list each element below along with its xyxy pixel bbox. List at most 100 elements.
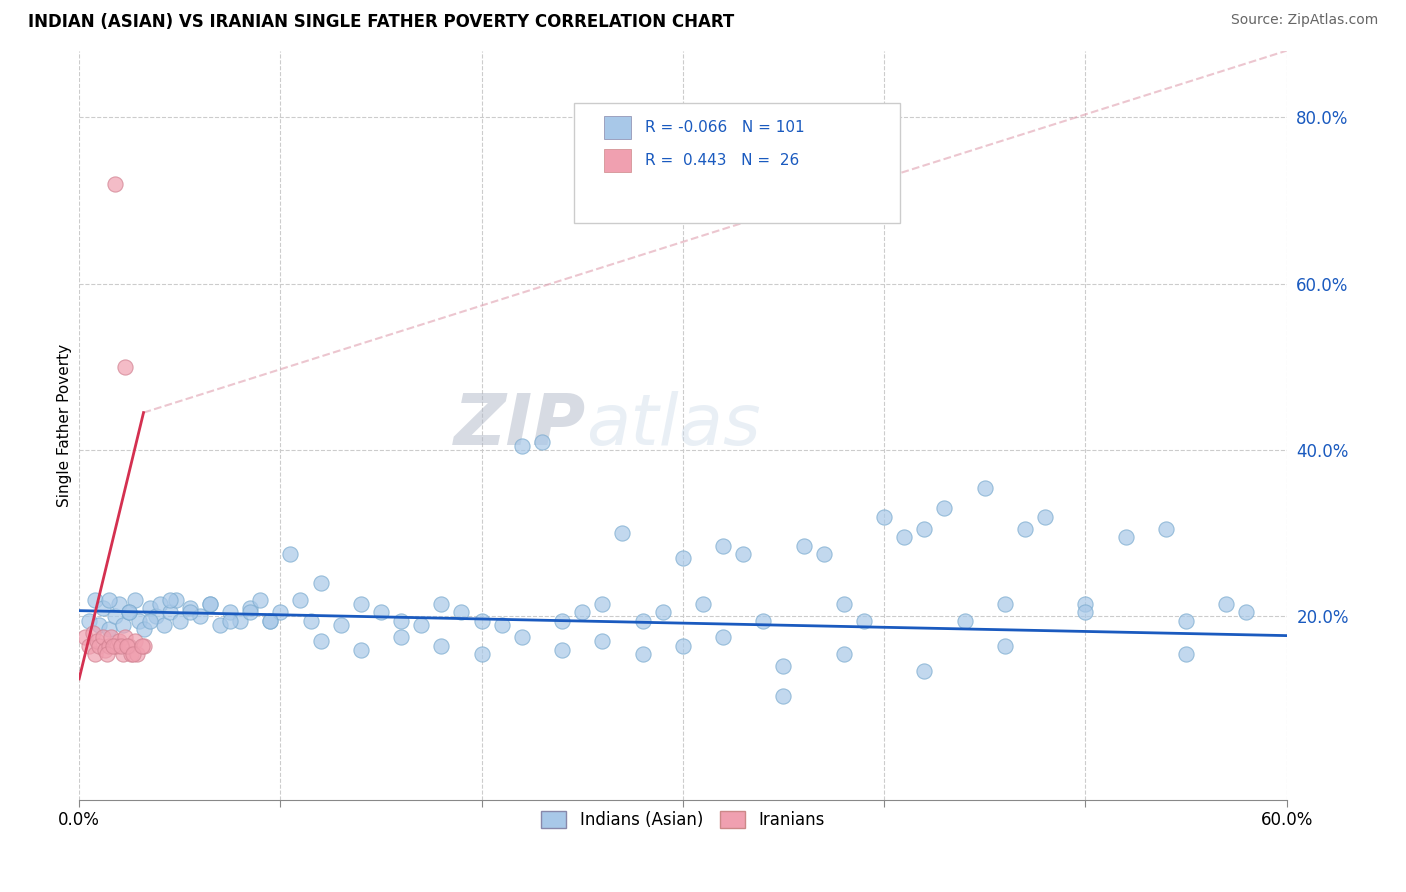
Point <box>104 609 127 624</box>
Text: R = -0.066   N = 101: R = -0.066 N = 101 <box>645 120 806 135</box>
Point <box>350 597 373 611</box>
Point <box>450 605 472 619</box>
Point <box>389 614 412 628</box>
Point <box>84 592 107 607</box>
Text: Source: ZipAtlas.com: Source: ZipAtlas.com <box>1230 13 1378 28</box>
Point <box>198 597 221 611</box>
Point <box>350 642 373 657</box>
Point <box>912 664 935 678</box>
Point <box>110 639 132 653</box>
Point <box>772 689 794 703</box>
Point <box>145 609 167 624</box>
Point <box>108 597 131 611</box>
Point <box>118 605 141 619</box>
Point <box>612 526 634 541</box>
Point <box>120 647 142 661</box>
Point <box>149 597 172 611</box>
Point <box>692 597 714 611</box>
Text: R =  0.443   N =  26: R = 0.443 N = 26 <box>645 153 800 168</box>
Text: INDIAN (ASIAN) VS IRANIAN SINGLE FATHER POVERTY CORRELATION CHART: INDIAN (ASIAN) VS IRANIAN SINGLE FATHER … <box>28 13 734 31</box>
Point <box>98 622 121 636</box>
Point <box>510 439 533 453</box>
Point <box>1014 522 1036 536</box>
Point <box>309 576 332 591</box>
Point <box>132 639 155 653</box>
Point <box>591 634 613 648</box>
Point <box>84 647 107 661</box>
Point <box>114 630 136 644</box>
Point <box>138 601 160 615</box>
Point <box>994 639 1017 653</box>
Point <box>98 592 121 607</box>
Point <box>1074 597 1097 611</box>
Point <box>591 597 613 611</box>
Point <box>631 614 654 628</box>
Point <box>430 597 453 611</box>
Point <box>571 605 593 619</box>
Point <box>1175 614 1198 628</box>
Point <box>793 539 815 553</box>
Y-axis label: Single Father Poverty: Single Father Poverty <box>58 343 72 507</box>
Point <box>104 639 127 653</box>
Point <box>98 639 121 653</box>
Point <box>112 647 135 661</box>
Point <box>551 614 574 628</box>
Point <box>530 434 553 449</box>
Point <box>752 614 775 628</box>
Point <box>91 601 114 615</box>
Point <box>672 551 695 566</box>
Point <box>239 601 262 615</box>
Point <box>169 614 191 628</box>
Point <box>89 617 111 632</box>
Point <box>813 547 835 561</box>
Point <box>96 647 118 661</box>
Point <box>118 639 141 653</box>
Point <box>510 630 533 644</box>
Point <box>1154 522 1177 536</box>
Point <box>411 617 433 632</box>
Point <box>711 539 734 553</box>
Point <box>430 639 453 653</box>
Point <box>159 605 181 619</box>
Point <box>127 647 149 661</box>
Point <box>631 647 654 661</box>
Point <box>104 177 127 191</box>
Point <box>100 630 122 644</box>
Point <box>117 639 139 653</box>
Point <box>198 597 221 611</box>
Point <box>114 359 136 374</box>
Point <box>672 639 695 653</box>
Point <box>370 605 392 619</box>
Point <box>259 614 281 628</box>
FancyBboxPatch shape <box>605 116 631 139</box>
Point <box>1175 647 1198 661</box>
Point <box>239 605 262 619</box>
Point <box>105 639 128 653</box>
Point <box>165 592 187 607</box>
Point <box>1074 605 1097 619</box>
Point <box>132 622 155 636</box>
FancyBboxPatch shape <box>605 149 631 172</box>
Point <box>711 630 734 644</box>
Point <box>471 647 494 661</box>
Point <box>138 614 160 628</box>
Point <box>994 597 1017 611</box>
Text: ZIP: ZIP <box>454 391 586 459</box>
Point <box>1234 605 1257 619</box>
Point <box>309 634 332 648</box>
Point <box>152 617 174 632</box>
Point <box>249 592 271 607</box>
Point <box>832 597 855 611</box>
Point <box>219 614 242 628</box>
Point <box>329 617 352 632</box>
Point <box>471 614 494 628</box>
Point <box>934 501 956 516</box>
Point <box>128 614 150 628</box>
Point <box>912 522 935 536</box>
Point <box>953 614 976 628</box>
Point <box>91 630 114 644</box>
Point <box>103 639 125 653</box>
Point <box>188 609 211 624</box>
Point <box>124 592 146 607</box>
Point <box>491 617 513 632</box>
